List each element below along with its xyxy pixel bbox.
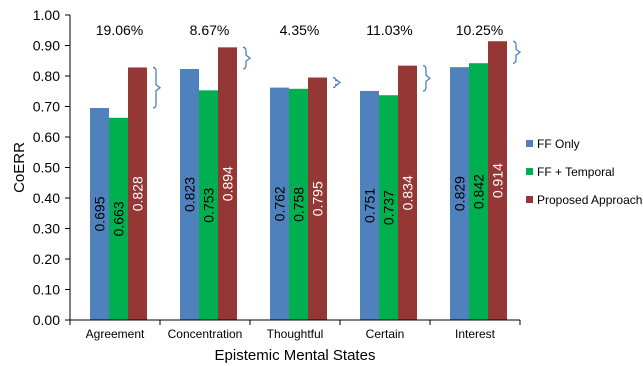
improvement-annotation: 10.25%	[456, 22, 503, 38]
bar-value-label: 0.737	[381, 190, 397, 225]
bar	[398, 65, 417, 320]
legend-label: FF + Temporal	[537, 165, 614, 179]
x-axis-ticks	[69, 320, 521, 325]
y-tick-label: 0.40	[33, 190, 60, 206]
bar-value-label: 0.828	[130, 176, 146, 211]
bar	[488, 41, 507, 320]
category-label: Interest	[455, 327, 496, 341]
bar	[379, 95, 398, 320]
bar	[199, 90, 218, 321]
bar	[180, 68, 199, 320]
y-tick-label: 0.10	[33, 282, 60, 298]
bar	[469, 63, 488, 320]
y-axis-title: CoERR	[11, 142, 28, 193]
category-label: Thoughtful	[267, 327, 324, 341]
bar-value-label: 0.751	[362, 188, 378, 223]
bar-value-label: 0.829	[452, 176, 468, 211]
y-tick-label: 0.80	[33, 68, 60, 84]
bar-value-label: 0.842	[471, 174, 487, 209]
improvement-annotation: 19.06%	[96, 22, 143, 38]
bar	[90, 108, 109, 321]
improvement-bracket	[512, 40, 522, 64]
y-tick-label: 0.00	[33, 312, 60, 328]
bar	[360, 90, 379, 320]
improvement-bracket	[332, 76, 342, 89]
bar	[450, 67, 469, 320]
legend-swatch	[526, 196, 533, 203]
y-tick-label: 0.90	[33, 38, 60, 54]
bar-value-label: 0.914	[490, 163, 506, 198]
improvement-annotation: 4.35%	[280, 22, 320, 38]
y-tick-label: 0.30	[33, 221, 60, 237]
category-label: Certain	[366, 327, 405, 341]
improvement-brackets	[152, 40, 522, 109]
y-tick-label: 0.60	[33, 129, 60, 145]
bar-value-label: 0.695	[92, 196, 108, 231]
improvement-bracket	[422, 64, 432, 92]
bar	[270, 87, 289, 320]
legend: FF Only FF + Temporal Proposed Approach	[526, 137, 642, 207]
bar	[109, 117, 128, 320]
category-labels: Agreement Concentration Thoughtful Certain I…	[86, 327, 496, 341]
improvement-annotation: 11.03%	[366, 22, 412, 38]
legend-label: Proposed Approach	[537, 193, 642, 207]
bar-value-label: 0.663	[111, 201, 127, 236]
improvement-annotation: 8.67%	[190, 22, 230, 38]
bar	[128, 67, 147, 321]
y-tick-label: 0.50	[33, 160, 60, 176]
bar-value-label: 0.795	[310, 181, 326, 216]
legend-swatch	[526, 140, 533, 147]
bar-value-label: 0.762	[272, 186, 288, 221]
bar-value-label: 0.834	[400, 175, 416, 210]
bar-value-labels: 0.695 0.823 0.762 0.751 0.829 0.663 0.753 0.758…	[92, 163, 506, 237]
legend-label: FF Only	[537, 137, 580, 151]
y-tick-label: 0.70	[33, 99, 60, 115]
bar-value-label: 0.758	[291, 187, 307, 222]
x-axis-title: Epistemic Mental States	[215, 347, 376, 364]
improvement-bracket	[152, 66, 162, 109]
category-label: Agreement	[86, 327, 145, 341]
improvement-bracket	[242, 46, 252, 70]
bar-value-label: 0.894	[220, 166, 236, 201]
y-axis-ticks: 0.00 0.10 0.20 0.30 0.40 0.50 0.60 0.70 0.80 0.90…	[33, 7, 70, 328]
category-label: Concentration	[168, 327, 243, 341]
y-tick-label: 1.00	[33, 7, 60, 23]
improvement-annotations: 19.06% 8.67% 4.35% 11.03% 10.25%	[96, 22, 503, 38]
bar	[308, 77, 327, 321]
bar	[289, 88, 308, 320]
bar-value-label: 0.753	[201, 187, 217, 222]
bar	[218, 47, 237, 321]
bars	[90, 41, 507, 321]
bar-value-label: 0.823	[182, 177, 198, 212]
y-tick-label: 0.20	[33, 251, 60, 267]
legend-swatch	[526, 168, 533, 175]
